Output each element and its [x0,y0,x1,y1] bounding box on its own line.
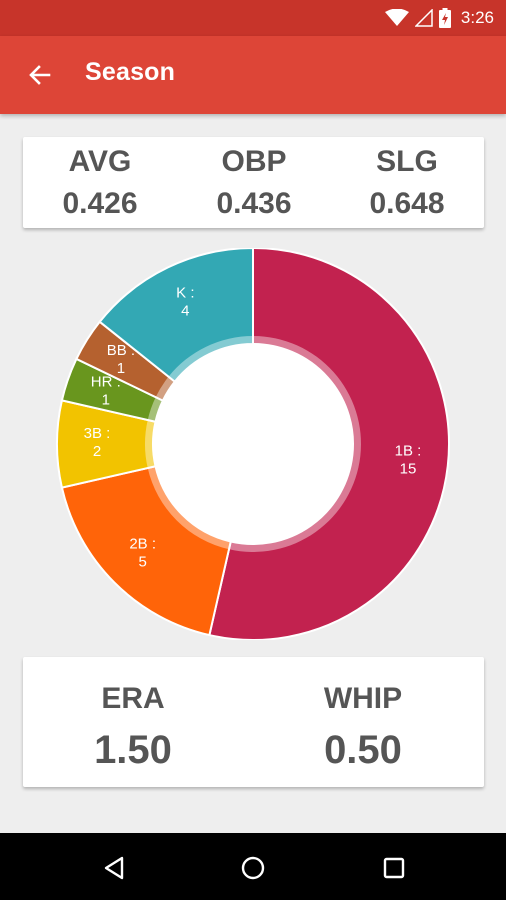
pie-slice-label: 2B :5 [129,535,156,570]
pie-slice-label-value: 15 [400,460,417,477]
cell-signal-icon [414,9,433,27]
nav-recents-button[interactable] [372,846,416,890]
pie-slice-label-name: K : [176,284,194,301]
app-bar: Season [0,36,506,114]
pie-slice-label: 3B :2 [84,425,111,460]
stat-obp-label: OBP [221,145,287,178]
pie-slice-inner-band [168,336,253,382]
pie-slice-label: 1B :15 [395,442,422,477]
stat-obp: OBP 0.436 [179,145,329,223]
stat-era: ERA 1.50 [33,681,233,773]
pie-slice-label-value: 4 [181,302,189,319]
pie-slice-label: K :4 [176,284,194,319]
back-button[interactable] [20,55,60,95]
pie-slice-label-name: 1B : [395,442,422,459]
pie-slice-label-value: 1 [117,360,125,377]
stat-whip-value: 0.50 [324,728,402,772]
stat-avg: AVG 0.426 [25,145,175,223]
stat-whip-label: WHIP [323,682,403,715]
pie-slice-inner-band [147,466,231,550]
stat-avg-label: AVG [68,145,132,178]
nav-recents-icon [383,857,405,879]
pie-slice-label-name: 3B : [84,425,111,442]
page-title: Season [85,58,176,86]
arrow-back-icon [29,65,51,85]
pie-slice-label-value: 5 [139,553,147,570]
status-icons: 3:26 [384,8,494,28]
nav-home-button[interactable] [231,846,275,890]
pie-slice-label-value: 2 [93,443,101,460]
battery-charging-icon [438,8,451,28]
pie-slice-inner-band [145,419,156,469]
nav-back-button[interactable] [92,846,136,890]
stat-era-label: ERA [101,682,165,715]
pie-slice-label-value: 1 [102,391,110,408]
stat-slg-label: SLG [376,145,438,178]
batting-stats-card: AVG 0.426 OBP 0.436 SLG 0.648 [23,137,484,228]
navigation-bar [0,833,506,900]
status-time: 3:26 [460,8,494,27]
donut-hole [153,344,353,544]
stat-slg-value: 0.648 [369,187,445,220]
status-bar: 3:26 [0,0,506,36]
pie-slice-label: BB :1 [107,342,135,377]
stat-whip: WHIP 0.50 [263,681,463,773]
stat-slg: SLG 0.648 [332,145,482,223]
nav-home-icon [241,856,265,880]
pitching-stats-card: ERA 1.50 WHIP 0.50 [23,657,484,787]
wifi-icon [384,9,409,26]
stat-obp-value: 0.436 [216,187,292,220]
pie-slice-inner-band [155,376,175,401]
nav-back-icon [104,856,124,880]
pie-slice-label-name: 2B : [129,535,156,552]
pie-slice-label-name: BB : [107,342,135,359]
pie-slice-inner-band [147,397,163,422]
stat-era-value: 1.50 [94,728,172,772]
stat-avg-value: 0.426 [62,187,138,220]
